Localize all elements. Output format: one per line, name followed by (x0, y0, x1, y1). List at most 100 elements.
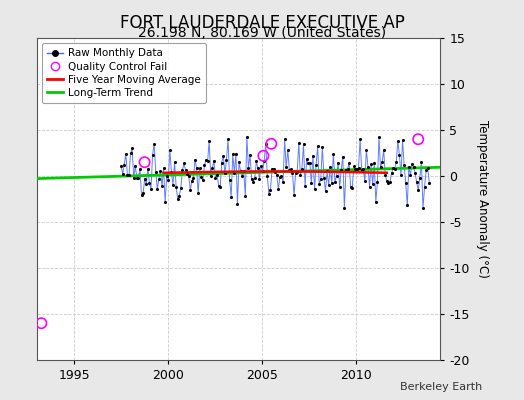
Point (118, 171, 127, 177)
Point (425, 180, 433, 186)
Point (408, 160, 416, 167)
Point (180, 160, 188, 167)
Point (378, 159, 386, 166)
Point (241, 193, 249, 199)
Point (205, 138, 213, 144)
Point (202, 157, 210, 163)
Point (348, 185, 356, 191)
Point (356, 136, 364, 142)
Point (257, 163, 265, 169)
Point (414, 136, 422, 142)
Point (247, 175, 256, 182)
Point (379, 146, 388, 153)
Point (339, 154, 347, 160)
Point (310, 186, 319, 192)
Point (137, 192, 146, 198)
Point (162, 173, 171, 179)
Point (422, 167, 430, 174)
Point (221, 170, 229, 176)
Point (305, 160, 314, 166)
Point (265, 191, 273, 198)
Point (417, 159, 425, 165)
Point (260, 158, 268, 164)
Point (203, 158, 212, 164)
Point (145, 180, 154, 186)
Point (238, 173, 246, 179)
Point (277, 173, 286, 180)
Point (186, 187, 194, 193)
Point (142, 181, 150, 188)
Point (178, 167, 187, 173)
Point (287, 166, 295, 172)
Point (266, 187, 275, 193)
Point (164, 176, 172, 183)
Point (126, 150, 135, 157)
Point (329, 150, 337, 157)
Point (184, 173, 193, 179)
Point (340, 205, 348, 211)
Point (131, 163, 139, 169)
Point (246, 152, 254, 158)
Point (159, 165, 168, 171)
Point (228, 151, 237, 157)
Point (197, 174, 205, 180)
Point (406, 172, 414, 178)
Point (261, 141, 270, 147)
Point (316, 176, 325, 182)
Point (233, 200, 242, 207)
Point (313, 143, 322, 149)
Point (367, 161, 375, 168)
Point (263, 173, 271, 180)
Point (353, 166, 361, 172)
Point (298, 166, 306, 172)
Point (213, 171, 221, 178)
Point (350, 163, 358, 169)
Point (357, 166, 366, 173)
Point (364, 164, 372, 170)
Point (386, 179, 394, 185)
Point (368, 181, 377, 187)
Point (139, 190, 147, 196)
Point (254, 165, 262, 172)
Point (189, 175, 198, 181)
Point (343, 166, 352, 172)
Point (346, 184, 355, 190)
Point (117, 163, 125, 170)
Point (271, 169, 279, 176)
Point (288, 170, 297, 176)
Point (312, 162, 320, 168)
Point (392, 159, 400, 166)
Legend: Raw Monthly Data, Quality Control Fail, Five Year Moving Average, Long-Term Tren: Raw Monthly Data, Quality Control Fail, … (42, 43, 206, 103)
Point (320, 175, 328, 182)
Point (409, 164, 418, 170)
Point (255, 176, 264, 182)
Point (279, 179, 287, 185)
Point (318, 143, 326, 150)
Point (400, 162, 408, 168)
Point (200, 162, 209, 168)
Point (129, 175, 138, 181)
Point (376, 164, 385, 170)
Point (394, 138, 402, 144)
Point (210, 158, 218, 164)
Point (419, 205, 427, 211)
Point (414, 187, 422, 194)
Point (283, 146, 292, 153)
Point (334, 159, 342, 166)
Point (401, 179, 410, 186)
Point (258, 168, 267, 174)
Point (274, 186, 282, 192)
Point (280, 136, 289, 142)
Point (337, 166, 345, 173)
Point (390, 166, 399, 172)
Point (195, 165, 204, 172)
Point (151, 168, 160, 175)
Point (227, 194, 235, 200)
Point (282, 164, 290, 171)
Point (244, 165, 253, 171)
Point (239, 168, 248, 174)
Point (161, 198, 169, 205)
Point (354, 165, 363, 171)
Point (389, 165, 397, 172)
Point (225, 177, 234, 183)
